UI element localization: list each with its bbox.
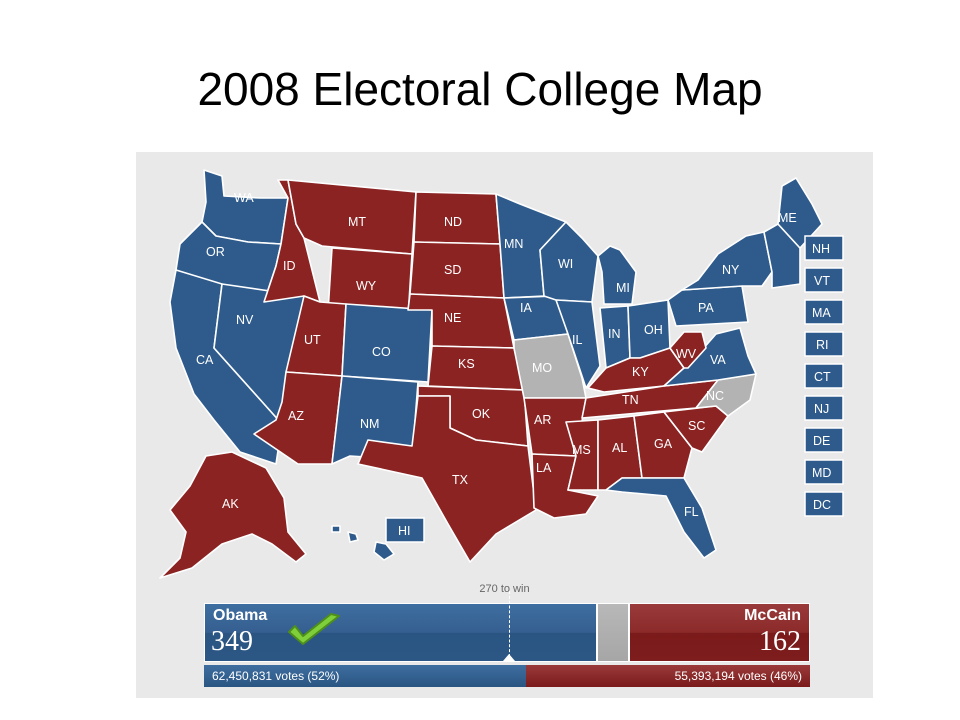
label-ut: UT <box>304 333 321 347</box>
small-state-ma[interactable]: MA <box>804 299 844 325</box>
small-state-nj[interactable]: NJ <box>804 395 844 421</box>
label-ar: AR <box>534 413 551 427</box>
label-wv: WV <box>676 347 697 361</box>
mccain-popular-vote: 55,393,194 votes (46%) <box>526 665 810 687</box>
label-nv: NV <box>236 313 254 327</box>
state-mi[interactable] <box>597 245 637 305</box>
svg-text:MA: MA <box>812 306 831 320</box>
state-wa[interactable] <box>201 169 289 245</box>
mccain-electoral-bar: McCain 162 <box>629 603 810 662</box>
label-sd: SD <box>444 263 461 277</box>
label-co: CO <box>372 345 391 359</box>
small-state-md[interactable]: MD <box>804 459 844 485</box>
small-state-vt[interactable]: VT <box>804 267 844 293</box>
label-mt: MT <box>348 215 366 229</box>
page-title: 2008 Electoral College Map <box>197 63 763 115</box>
state-tx[interactable] <box>357 395 537 563</box>
svg-text:MD: MD <box>812 466 831 480</box>
svg-text:NH: NH <box>812 242 830 256</box>
label-mi: MI <box>616 281 630 295</box>
label-or: OR <box>206 245 225 259</box>
state-wv[interactable] <box>669 331 707 369</box>
state-ms[interactable] <box>565 419 599 491</box>
state-hi-island[interactable] <box>373 541 395 561</box>
svg-text:NJ: NJ <box>814 402 829 416</box>
state-pa[interactable] <box>667 285 749 327</box>
electoral-map: WA OR CA NV ID MT WY UT AZ CO NM ND SD N… <box>136 152 873 698</box>
small-state-ct[interactable]: CT <box>804 363 844 389</box>
label-tx: TX <box>452 473 469 487</box>
state-ga[interactable] <box>633 411 693 479</box>
label-ny: NY <box>722 263 740 277</box>
label-ga: GA <box>654 437 673 451</box>
label-fl: FL <box>684 505 699 519</box>
electoral-tally: Obama 349 McCain 162 62,450,831 votes (5… <box>204 591 810 689</box>
svg-text:DC: DC <box>813 498 831 512</box>
label-hi: HI <box>398 524 411 538</box>
state-ak[interactable] <box>159 451 307 579</box>
checkmark-icon <box>288 613 340 645</box>
small-state-boxes: NH VT MA RI CT NJ DE MD DC <box>804 235 844 517</box>
small-state-nh[interactable]: NH <box>804 235 844 261</box>
label-tn: TN <box>622 393 639 407</box>
label-il: IL <box>572 333 582 347</box>
label-me: ME <box>778 211 797 225</box>
undecided-electoral-bar <box>597 603 629 662</box>
label-nd: ND <box>444 215 462 229</box>
label-ky: KY <box>632 365 649 379</box>
threshold-marker <box>503 654 515 661</box>
svg-text:DE: DE <box>813 434 830 448</box>
state-wi[interactable] <box>539 221 599 303</box>
label-ne: NE <box>444 311 461 325</box>
label-al: AL <box>612 441 627 455</box>
state-ny[interactable] <box>681 231 773 291</box>
label-mo: MO <box>532 361 552 375</box>
label-ks: KS <box>458 357 475 371</box>
label-ca: CA <box>196 353 214 367</box>
mccain-electoral-count: 162 <box>759 626 801 657</box>
small-state-de[interactable]: DE <box>804 427 844 453</box>
small-state-ri[interactable]: RI <box>804 331 844 357</box>
label-ak: AK <box>222 497 239 511</box>
obama-electoral-bar: Obama 349 <box>204 603 597 662</box>
label-la: LA <box>536 461 552 475</box>
hi-box[interactable]: HI <box>385 517 425 543</box>
label-wa: WA <box>234 191 254 205</box>
threshold-line <box>509 591 510 657</box>
state-ks[interactable] <box>427 345 525 391</box>
label-wi: WI <box>558 257 573 271</box>
state-hi-island-3[interactable] <box>331 525 341 533</box>
label-ia: IA <box>520 301 532 315</box>
state-il[interactable] <box>555 299 601 389</box>
state-va[interactable] <box>663 327 757 387</box>
mccain-name: McCain <box>744 607 801 624</box>
label-az: AZ <box>288 409 304 423</box>
label-wy: WY <box>356 279 377 293</box>
state-fl[interactable] <box>605 477 717 559</box>
label-id: ID <box>283 259 296 273</box>
obama-name: Obama <box>213 607 268 624</box>
state-co[interactable] <box>341 303 433 383</box>
label-oh: OH <box>644 323 663 337</box>
svg-text:VT: VT <box>814 274 830 288</box>
threshold-label: 270 to win <box>479 583 530 595</box>
label-va: VA <box>710 353 726 367</box>
svg-text:CT: CT <box>814 370 831 384</box>
svg-text:RI: RI <box>816 338 829 352</box>
label-ms: MS <box>572 443 591 457</box>
obama-popular-vote: 62,450,831 votes (52%) <box>204 665 526 687</box>
label-nc: NC <box>706 389 724 403</box>
state-hi-island-2[interactable] <box>347 531 359 543</box>
obama-electoral-count: 349 <box>211 626 253 657</box>
small-state-dc[interactable]: DC <box>804 491 844 517</box>
label-nm: NM <box>360 417 379 431</box>
us-map: WA OR CA NV ID MT WY UT AZ CO NM ND SD N… <box>159 169 844 579</box>
label-ok: OK <box>472 407 491 421</box>
state-labels: WA OR CA NV ID MT WY UT AZ CO NM ND SD N… <box>196 191 797 519</box>
label-sc: SC <box>688 419 705 433</box>
label-in: IN <box>608 327 621 341</box>
label-pa: PA <box>698 301 714 315</box>
label-mn: MN <box>504 237 523 251</box>
state-me[interactable] <box>777 177 823 249</box>
